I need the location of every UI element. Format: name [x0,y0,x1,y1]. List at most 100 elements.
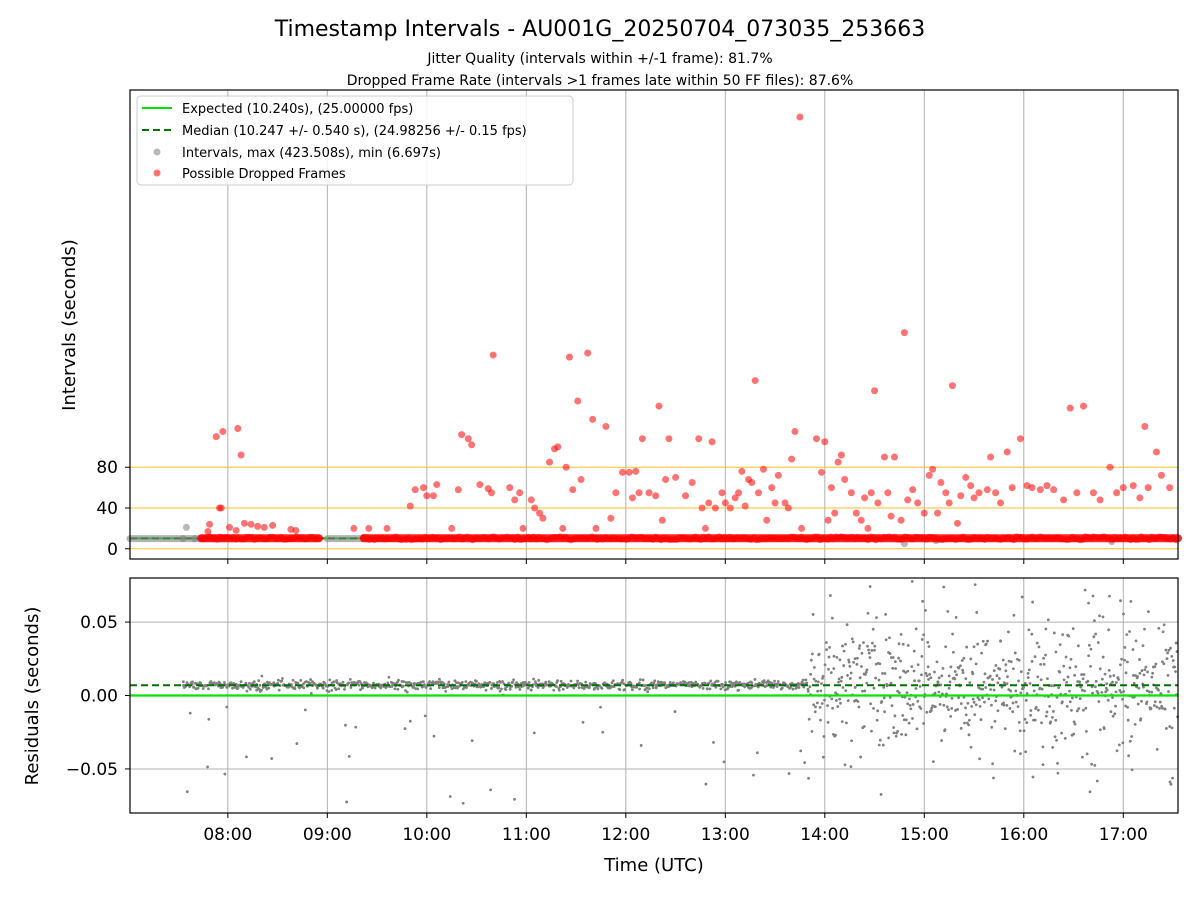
residual-point [225,705,229,709]
residual-point [924,608,927,612]
residual-point [1065,704,1069,708]
residual-point [276,681,280,685]
residual-point [847,660,851,664]
residual-point [1125,633,1129,637]
residual-point [857,646,861,650]
residual-point [1009,660,1013,664]
residual-point [876,709,880,713]
residuals-x-axis-label: Time (UTC) [603,855,704,876]
residual-point [883,710,886,714]
residual-point [1073,722,1077,726]
dropped-frame-point-36 [511,496,519,504]
residual-point [1138,658,1141,661]
residual-point [1153,665,1157,669]
dropped-frame-point-5 [217,504,225,512]
residual-point [1166,673,1170,677]
residual-point [544,680,548,684]
residual-point [914,687,918,690]
residual-point [1058,643,1062,647]
residual-point [770,681,774,685]
residual-point [527,681,531,684]
residual-point [906,702,910,706]
dropped-frame-point-168 [796,113,804,121]
residual-point [814,679,818,683]
residual-point [848,677,852,680]
residual-point [1144,665,1148,669]
residual-point [1162,623,1166,627]
residual-point [1013,749,1017,753]
residual-point [1146,670,1149,674]
residual-point [849,671,853,675]
residual-point [874,676,878,680]
residual-point [1051,746,1055,749]
dropped-frame-point-127 [925,471,933,479]
residual-point [1151,671,1155,675]
residual-point [1174,641,1178,645]
residual-point [1033,655,1037,659]
residual-point [518,688,522,691]
residual-point [858,644,862,648]
residual-point [673,710,677,713]
residual-point [723,688,727,692]
residual-point [959,664,962,668]
residual-point [806,687,810,691]
residual-point [922,633,926,637]
residual-point [293,687,297,691]
residual-point [1013,651,1017,655]
residual-point [1105,682,1109,686]
residual-point [1171,659,1175,662]
residual-point [270,757,274,760]
residual-point [593,686,597,690]
residual-point [991,678,994,681]
dropped-frame-point-78 [711,504,719,512]
residual-point [1127,754,1131,758]
legend-entry-intervals: Intervals, max (423.508s), min (6.697s) [182,146,441,161]
residual-point [960,659,964,662]
residual-point [1118,688,1122,692]
residual-point [883,672,887,675]
residual-point [345,800,349,804]
residual-point [688,683,692,687]
residual-point [1114,690,1118,694]
residual-point [878,662,882,666]
residual-point [840,675,844,679]
residual-point [865,681,869,685]
residual-point [789,685,793,689]
residual-point [569,679,573,683]
residual-point [719,687,723,691]
residual-point [942,703,946,707]
residual-point [328,678,332,682]
residual-point [302,686,306,690]
interval-point-0 [182,523,190,531]
residual-point [922,722,925,725]
residual-point [987,697,991,701]
residual-point [357,683,361,687]
residual-point [403,727,407,731]
residual-point [432,734,436,738]
residual-point [802,685,806,689]
residual-point [971,697,975,701]
residual-point [947,708,950,712]
dropped-frame-point-13 [269,521,277,529]
residual-point [912,649,916,653]
dropped-frame-point-144 [1003,448,1011,456]
residual-point [835,655,839,659]
residual-point [1052,710,1055,713]
dropped-frame-point-65 [652,492,660,500]
residual-point [967,718,971,722]
residual-point [849,765,853,768]
residual-point [886,683,890,687]
residual-point [938,703,942,706]
residual-point [295,742,299,745]
residual-point [790,681,794,685]
residual-point [950,696,954,700]
residual-point [1071,627,1075,631]
residual-point [846,674,849,677]
residual-point [791,687,795,691]
residual-point [248,681,251,685]
dropped-frame-point-55 [602,422,610,430]
residual-point [555,685,558,688]
residual-point [892,726,896,729]
residual-point [737,688,741,692]
dropped-frame-point-70 [672,473,680,481]
